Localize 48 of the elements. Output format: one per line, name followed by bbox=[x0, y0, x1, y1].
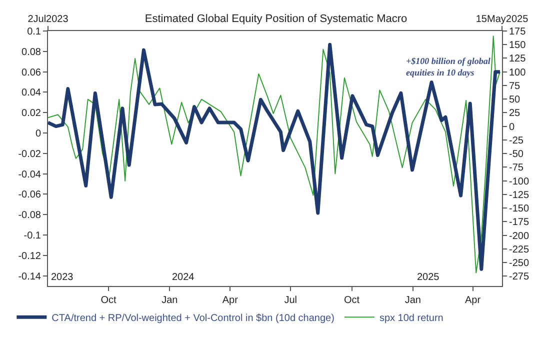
y-tick-label: 0 bbox=[35, 128, 42, 140]
y2-tick-label: 0 bbox=[509, 122, 515, 133]
y2-tick-label: -75 bbox=[509, 162, 524, 174]
annotation: 2024 bbox=[172, 272, 195, 283]
y2-tick-label: -175 bbox=[509, 217, 530, 228]
y2-tick-label: 50 bbox=[509, 94, 521, 106]
x2-tick-label: 15May2025 bbox=[476, 14, 529, 25]
y2-tick-label: 75 bbox=[509, 80, 521, 92]
y2-tick-label: 100 bbox=[509, 67, 526, 78]
y-tick-label: 0.02 bbox=[22, 108, 42, 120]
y2-tick-label: -275 bbox=[509, 272, 530, 283]
y-tick-label: -0.06 bbox=[18, 190, 42, 201]
y-tick-label: -0.1 bbox=[24, 230, 42, 242]
y-tick-label: -0.02 bbox=[18, 148, 42, 160]
annotation: 2023 bbox=[51, 272, 74, 283]
annotation: +$100 billion of global equities in 10 days bbox=[406, 56, 491, 78]
y2-tick-label: -100 bbox=[509, 176, 530, 188]
x-tick-label: Apr bbox=[464, 295, 482, 306]
x2-tick-label: 2Jul2023 bbox=[28, 14, 69, 25]
y-tick-label: -0.08 bbox=[18, 210, 42, 222]
y-tick-label: -0.12 bbox=[18, 250, 42, 262]
y-tick-label: 0.04 bbox=[22, 88, 42, 99]
y2-tick-label: 175 bbox=[509, 26, 526, 38]
y2-tick-label: -250 bbox=[509, 258, 530, 270]
y2-tick-label: -125 bbox=[509, 190, 530, 201]
y2-tick-label: 25 bbox=[509, 108, 521, 120]
chart-title: Estimated Global Equity Position of Systematic Macro bbox=[144, 12, 408, 25]
y-tick-label: -0.04 bbox=[18, 169, 42, 180]
y2-tick-label: -200 bbox=[509, 230, 530, 242]
y2-tick-label: -225 bbox=[509, 244, 530, 256]
legend-label: spx 10d return bbox=[379, 312, 444, 324]
y2-tick-label: -25 bbox=[509, 135, 524, 146]
y2-tick-label: 150 bbox=[509, 40, 526, 52]
annotation: 2025 bbox=[417, 272, 440, 283]
x-tick-label: Jan bbox=[162, 295, 178, 306]
x-tick-label: Oct bbox=[344, 295, 360, 306]
x-tick-label: Apr bbox=[222, 295, 239, 306]
y2-tick-label: -150 bbox=[509, 204, 530, 215]
y-tick-label: 0.08 bbox=[22, 46, 42, 58]
y-tick-label: 0.06 bbox=[22, 67, 42, 78]
x-tick-label: Jan bbox=[404, 295, 421, 306]
y-tick-label: -0.14 bbox=[18, 271, 42, 282]
x-tick-label: Jul bbox=[284, 295, 298, 306]
y2-tick-label: 125 bbox=[509, 54, 526, 65]
y-tick-label: 0.1 bbox=[27, 26, 42, 38]
x-tick-label: Oct bbox=[100, 295, 116, 306]
y2-tick-label: -50 bbox=[509, 149, 524, 160]
legend-label: CTA/trend + RP/Vol-weighted + Vol-Control in $bn (10d change) bbox=[52, 312, 334, 324]
